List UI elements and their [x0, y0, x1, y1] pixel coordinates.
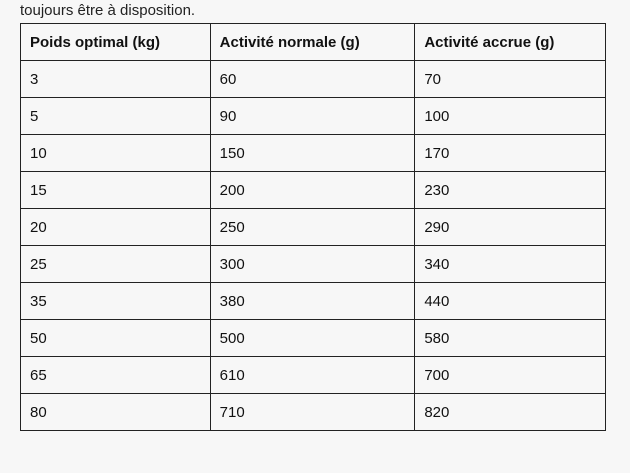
table-cell: 90	[209, 97, 416, 135]
feeding-table: Poids optimal (kg) Activité normale (g) …	[20, 23, 606, 431]
table-row: 10 150 170	[20, 134, 606, 172]
table-cell: 290	[414, 208, 606, 246]
table-cell: 200	[209, 171, 416, 209]
table-cell: 340	[414, 245, 606, 283]
intro-text: toujours être à disposition.	[20, 2, 196, 19]
table-row: 25 300 340	[20, 245, 606, 283]
table-cell: 710	[209, 393, 416, 431]
header-row: Poids optimal (kg) Activité normale (g) …	[20, 23, 606, 61]
table-cell: 65	[20, 356, 211, 394]
table-cell: 500	[209, 319, 416, 357]
table-row: 20 250 290	[20, 208, 606, 246]
table-cell: 230	[414, 171, 606, 209]
table-row: 80 710 820	[20, 393, 606, 431]
table-cell: 70	[414, 60, 606, 98]
table-cell: 580	[414, 319, 606, 357]
table-row: 65 610 700	[20, 356, 606, 394]
table-row: 15 200 230	[20, 171, 606, 209]
table-cell: 820	[414, 393, 606, 431]
table-cell: 10	[20, 134, 211, 172]
table-cell: 25	[20, 245, 211, 283]
header-weight: Poids optimal (kg)	[20, 23, 211, 61]
table-cell: 5	[20, 97, 211, 135]
table-cell: 150	[209, 134, 416, 172]
table-cell: 170	[414, 134, 606, 172]
table-cell: 20	[20, 208, 211, 246]
table-cell: 700	[414, 356, 606, 394]
table-row: 35 380 440	[20, 282, 606, 320]
table-cell: 250	[209, 208, 416, 246]
table-cell: 100	[414, 97, 606, 135]
table-cell: 440	[414, 282, 606, 320]
header-normal: Activité normale (g)	[209, 23, 416, 61]
table-cell: 80	[20, 393, 211, 431]
table-cell: 50	[20, 319, 211, 357]
table-row: 3 60 70	[20, 60, 606, 98]
table-cell: 610	[209, 356, 416, 394]
table-cell: 380	[209, 282, 416, 320]
table-row: 50 500 580	[20, 319, 606, 357]
table-row: 5 90 100	[20, 97, 606, 135]
table-cell: 60	[209, 60, 416, 98]
table-cell: 300	[209, 245, 416, 283]
table-cell: 35	[20, 282, 211, 320]
header-increased: Activité accrue (g)	[414, 23, 606, 61]
table-cell: 3	[20, 60, 211, 98]
table-cell: 15	[20, 171, 211, 209]
